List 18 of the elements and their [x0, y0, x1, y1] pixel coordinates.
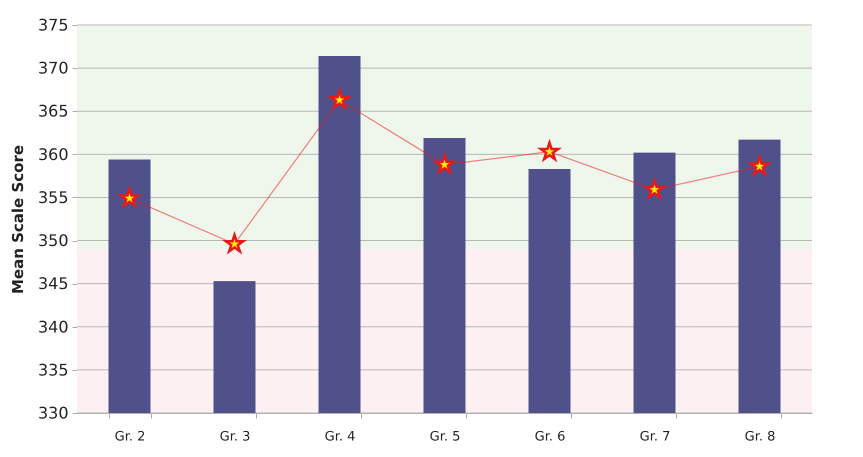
x-tick-label: Gr. 3 [220, 430, 250, 444]
y-tick-label: 360 [38, 144, 68, 164]
x-tick-label: Gr. 5 [430, 430, 460, 444]
x-tick-label: Gr. 2 [114, 430, 146, 444]
y-tick-label: 355 [38, 188, 68, 207]
y-tick-label: 375 [38, 16, 68, 34]
y-tick-label: 340 [38, 317, 68, 336]
y-tick-label: 365 [38, 102, 68, 121]
y-tick-label: 370 [38, 58, 68, 78]
y-tick-label: 345 [38, 274, 68, 294]
x-tick-label: Gr. 4 [324, 430, 356, 444]
x-tick-label: Gr. 6 [534, 430, 566, 444]
y-axis-title: Mean Scale Score [8, 144, 27, 294]
y-tick-label: 350 [38, 231, 68, 250]
x-tick-label: Gr. 8 [744, 430, 776, 444]
y-tick-label: 335 [38, 360, 68, 380]
x-tick-label: Gr. 7 [640, 430, 670, 444]
y-tick-label: 330 [38, 404, 68, 422]
